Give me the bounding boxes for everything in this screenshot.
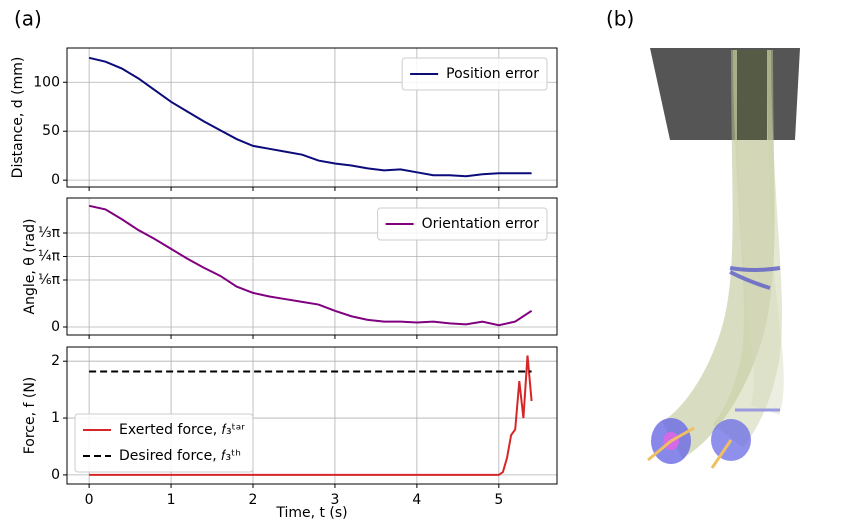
legend-label: Exerted force, 𝑓₃ᵗᵃʳ [119,422,245,438]
x-tick-label: 4 [412,492,421,508]
y-tick-label: 0 [51,467,60,483]
y-tick-label: 50 [42,123,60,139]
x-tick-label: 2 [249,492,258,508]
legend: Exerted force, 𝑓₃ᵗᵃʳ Desired force, 𝑓₃ᵗʰ [74,413,254,473]
data-line [88,56,532,178]
force-arrow [647,439,672,462]
plot-frame [66,47,558,188]
base-plate [650,48,800,140]
panel-label: (a) [14,7,42,31]
x-tick-label: 5 [494,492,503,508]
legend-box [377,207,548,241]
legend: Orientation error [377,207,548,241]
panel-label: (b) [606,7,634,31]
force-arrow [710,439,733,469]
x-tick-label: 3 [330,492,339,508]
robot-render [647,48,800,469]
tube [712,49,783,448]
legend-label: Desired force, 𝑓₃ᵗʰ [119,448,241,464]
y-tick-label: ⅙π [38,272,61,288]
y-tick-label: ¼π [38,248,61,264]
y-tick-label: 2 [51,353,60,369]
y-tick-label: 100 [33,74,60,90]
data-line [88,204,533,327]
y-axis-label: Force, f (N) [22,377,38,455]
plot-frame [66,346,558,485]
x-axis-label: Time, t (s) [275,505,347,521]
y-axis-label: Angle, θ (rad) [22,219,38,315]
legend-label: Orientation error [422,216,540,232]
x-tick-label: 0 [85,492,94,508]
legend-box [74,413,254,473]
y-tick-label: 0 [51,172,60,188]
legend-box [401,57,548,91]
plot-frame [66,197,558,336]
legend: Position error [401,57,548,91]
legend-label: Position error [446,66,539,82]
data-line [89,355,533,476]
y-tick-label: ⅓π [38,225,61,241]
force-arrow [670,426,695,443]
x-tick-label: 1 [167,492,176,508]
tube-top [737,50,767,140]
y-axis-label: Distance, d (mm) [10,57,26,179]
y-tick-label: 1 [51,410,60,426]
ring [729,266,781,290]
y-tick-label: 0 [51,319,60,335]
